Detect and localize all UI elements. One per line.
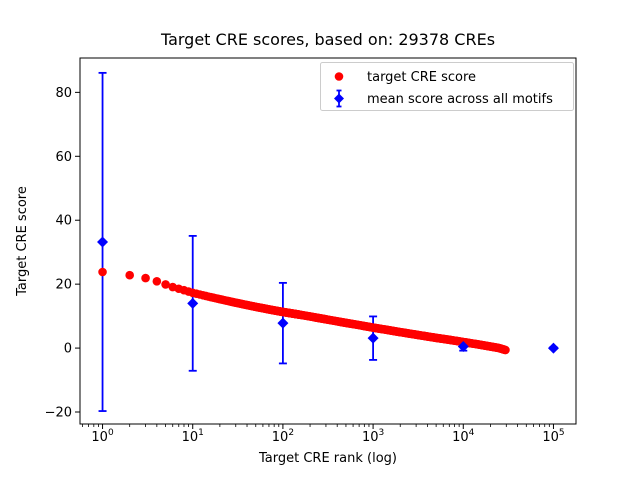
target-score-dot (161, 280, 170, 289)
error-bars-layer (98, 71, 558, 412)
target-score-dot (152, 276, 162, 286)
x-tick-label: 104 (452, 428, 475, 445)
mean-score-diamond (187, 297, 199, 309)
diamond-layer (97, 236, 559, 354)
y-tick-label: 20 (55, 278, 72, 293)
mean-score-diamond (457, 340, 469, 352)
y-tick-label: 0 (64, 342, 72, 357)
red-series-layer (98, 267, 510, 355)
legend-marker-target-score-icon (334, 72, 344, 81)
mean-score-diamond (97, 236, 109, 248)
legend-label-target-score: target CRE score (367, 70, 476, 85)
mean-score-diamond (367, 332, 379, 344)
axes-layer: 100 101 102 103 104 105 −20 0 20 40 60 80 (45, 57, 577, 445)
legend-marker-mean-score-icon (334, 89, 344, 108)
legend-box (320, 62, 574, 111)
plot-spines (79, 57, 577, 425)
x-tick-label: 103 (362, 428, 384, 445)
target-score-dot (125, 270, 134, 280)
y-tick-label: −20 (45, 406, 72, 421)
mean-score-diamond (277, 317, 289, 329)
x-tick-label: 100 (91, 428, 114, 445)
y-axis-label: Target CRE score (15, 186, 30, 297)
x-tick-label: 105 (542, 428, 564, 445)
x-axis-label: Target CRE rank (log) (258, 451, 397, 466)
target-score-dot (141, 273, 150, 283)
legend-label-mean-score: mean score across all motifs (367, 92, 553, 107)
y-tick-label: 40 (55, 214, 72, 229)
target-score-dot (98, 267, 107, 277)
legend: target CRE score mean score across all m… (320, 62, 574, 111)
y-tick-label: 60 (55, 150, 72, 165)
chart-title: Target CRE scores, based on: 29378 CREs (160, 30, 495, 49)
x-tick-label: 101 (182, 428, 204, 445)
mean-score-diamond (547, 342, 559, 354)
y-tick-label: 80 (55, 86, 72, 101)
x-tick-label: 102 (272, 428, 294, 445)
target-score-dot (501, 345, 510, 355)
